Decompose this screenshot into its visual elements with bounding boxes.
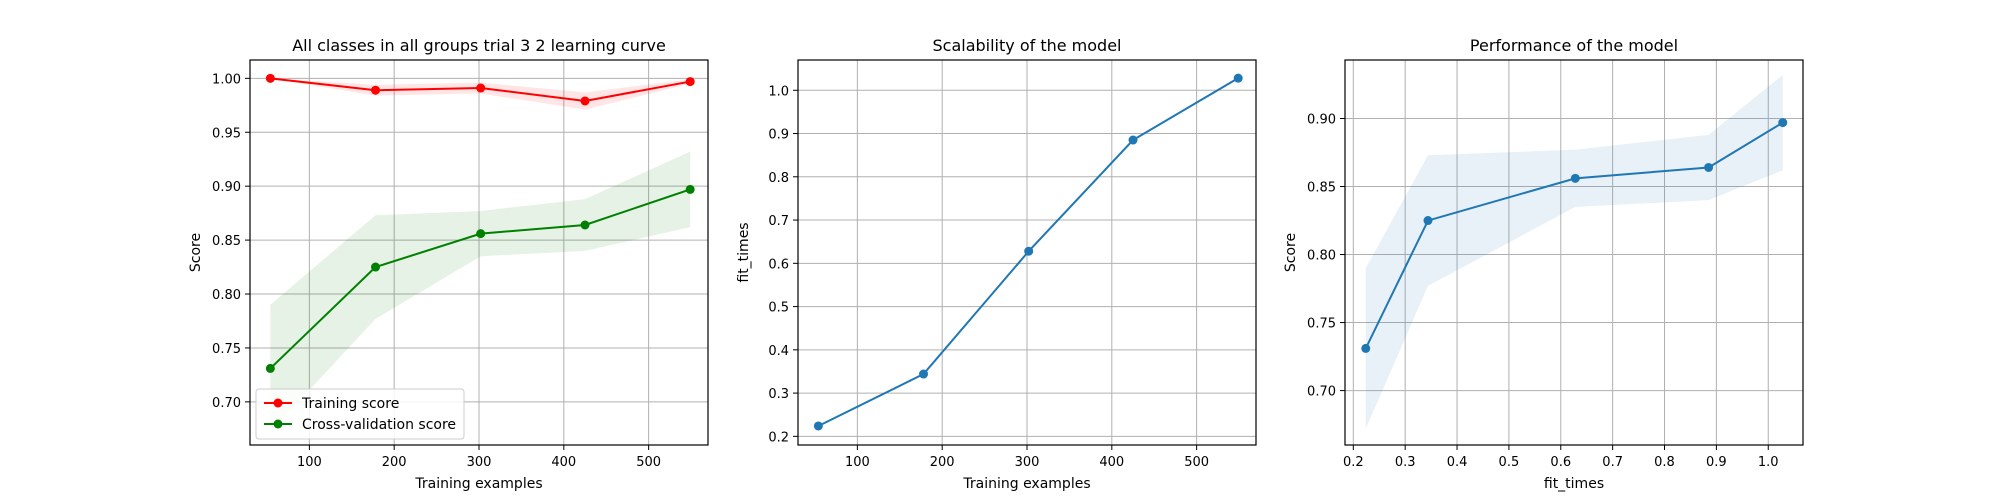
x-tick-label: 500 xyxy=(1184,455,1209,470)
y-tick-label: 0.9 xyxy=(768,128,789,143)
x-tick-label: 0.4 xyxy=(1447,455,1468,470)
data-point xyxy=(1423,216,1433,226)
y-tick-label: 0.7 xyxy=(768,214,789,229)
y-tick-label: 0.3 xyxy=(768,387,789,402)
legend-box xyxy=(255,388,465,440)
x-tick-label: 0.9 xyxy=(1706,455,1727,470)
y-tick-label: 0.70 xyxy=(1307,385,1336,400)
chart-title: All classes in all groups trial 3 2 lear… xyxy=(292,36,666,55)
legend-marker xyxy=(273,419,283,429)
chart-title: Performance of the model xyxy=(1470,36,1678,55)
legend: Training score Cross-validation score xyxy=(255,388,465,440)
y-tick-label: 0.8 xyxy=(768,171,789,186)
y-tick-label: 0.6 xyxy=(768,257,789,272)
y-tick-label: 0.85 xyxy=(1307,181,1336,196)
x-tick-label: 300 xyxy=(1015,455,1040,470)
data-point xyxy=(265,363,275,373)
chart-panel-2: 100 200 300 400 500 0.2 0.3 0.4 0.5 0.6 0.7 0.8 0.9 1… xyxy=(736,36,1257,492)
x-tick-label: 500 xyxy=(636,455,661,470)
data-point xyxy=(1024,246,1034,256)
y-axis-label: Score xyxy=(188,233,204,272)
confidence-band xyxy=(1365,74,1783,429)
axes-frame xyxy=(1344,59,1804,446)
x-tick-label: 0.6 xyxy=(1550,455,1571,470)
y-tick-label: 0.80 xyxy=(1307,249,1336,264)
data-point xyxy=(371,262,381,272)
x-tick-label: 400 xyxy=(1099,455,1124,470)
x-tick-label: 400 xyxy=(551,455,576,470)
data-point xyxy=(1361,343,1371,353)
data-point xyxy=(685,77,695,87)
data-point xyxy=(919,369,929,379)
series-1 xyxy=(813,73,1243,431)
chart-panel-1: 100 200 300 400 500 0.70 0.75 0.80 0.85 0.90 0.95 1… xyxy=(188,36,709,492)
data-point xyxy=(1233,73,1243,83)
data-point xyxy=(813,421,823,431)
series-2 xyxy=(265,151,695,433)
y-tick-label: 0.95 xyxy=(212,126,241,141)
x-tick-label: 0.7 xyxy=(1602,455,1623,470)
series-1 xyxy=(1361,74,1788,429)
data-point xyxy=(476,83,486,93)
x-tick-label: 0.2 xyxy=(1343,455,1364,470)
chart-title: Scalability of the model xyxy=(933,36,1122,55)
y-tick-label: 1.0 xyxy=(768,84,789,99)
x-tick-label: 0.3 xyxy=(1395,455,1416,470)
x-tick-label: 1.0 xyxy=(1758,455,1779,470)
axes-frame xyxy=(797,59,1257,446)
data-point xyxy=(371,85,381,95)
y-axis-label: Score xyxy=(1283,233,1299,272)
x-tick-label: 200 xyxy=(930,455,955,470)
data-point xyxy=(476,229,486,239)
y-tick-label: 1.00 xyxy=(212,72,241,87)
data-point xyxy=(1778,118,1788,128)
x-tick-label: 100 xyxy=(297,455,322,470)
chart-panel-3: 0.2 0.3 0.4 0.5 0.6 0.7 0.8 0.9 1.0 0.70 0.75 0.80 0… xyxy=(1283,36,1804,492)
y-tick-label: 0.4 xyxy=(768,344,789,359)
x-tick-label: 300 xyxy=(467,455,492,470)
data-point xyxy=(580,220,590,230)
data-point xyxy=(580,96,590,106)
data-point xyxy=(1704,162,1714,172)
legend-label: Training score xyxy=(301,396,399,412)
x-axis-label: Training examples xyxy=(962,476,1090,492)
x-tick-label: 200 xyxy=(382,455,407,470)
data-point xyxy=(1128,135,1138,145)
y-tick-label: 0.90 xyxy=(212,180,241,195)
y-tick-label: 0.70 xyxy=(212,396,241,411)
legend-label: Cross-validation score xyxy=(302,417,456,433)
data-point xyxy=(265,73,275,83)
legend-marker xyxy=(273,398,283,408)
x-tick-label: 0.8 xyxy=(1654,455,1675,470)
data-point xyxy=(1570,173,1580,183)
data-point xyxy=(685,184,695,194)
y-tick-label: 0.80 xyxy=(212,288,241,303)
x-tick-label: 100 xyxy=(845,455,870,470)
y-tick-label: 0.75 xyxy=(1307,317,1336,332)
y-tick-label: 0.90 xyxy=(1307,112,1336,127)
y-axis-label: fit_times xyxy=(736,222,752,282)
axes-frame xyxy=(249,59,709,446)
x-axis-label: fit_times xyxy=(1544,476,1604,492)
x-tick-label: 0.5 xyxy=(1499,455,1520,470)
y-tick-label: 0.75 xyxy=(212,342,241,357)
y-tick-label: 0.5 xyxy=(768,301,789,316)
series-1 xyxy=(265,73,695,110)
y-tick-label: 0.2 xyxy=(768,430,789,445)
y-tick-label: 0.85 xyxy=(212,234,241,249)
x-axis-label: Training examples xyxy=(414,476,542,492)
